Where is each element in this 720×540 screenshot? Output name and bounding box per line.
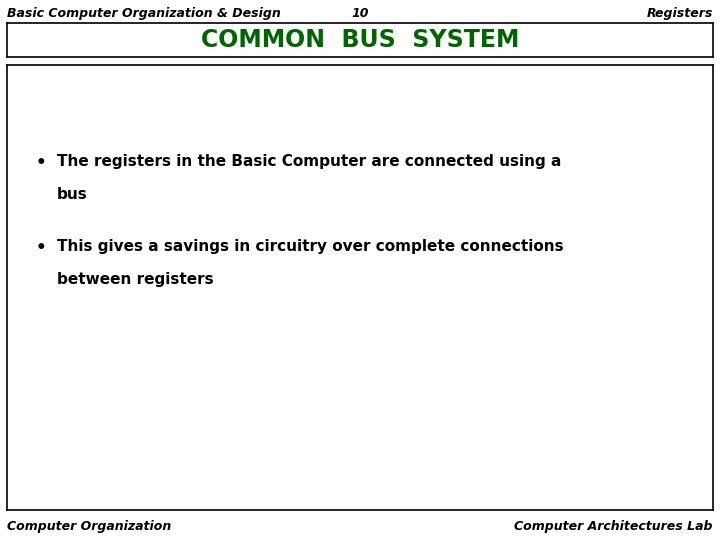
Text: The registers in the Basic Computer are connected using a: The registers in the Basic Computer are … <box>57 154 561 169</box>
Text: Basic Computer Organization & Design: Basic Computer Organization & Design <box>7 7 281 20</box>
Text: This gives a savings in circuitry over complete connections: This gives a savings in circuitry over c… <box>57 239 563 254</box>
Text: bus: bus <box>57 187 87 202</box>
Text: 10: 10 <box>351 7 369 20</box>
Text: Registers: Registers <box>647 7 713 20</box>
Text: COMMON  BUS  SYSTEM: COMMON BUS SYSTEM <box>201 28 519 52</box>
Text: •: • <box>35 239 46 256</box>
Text: Computer Architectures Lab: Computer Architectures Lab <box>514 520 713 533</box>
Text: •: • <box>35 154 46 172</box>
Text: Computer Organization: Computer Organization <box>7 520 171 533</box>
Text: between registers: between registers <box>57 272 213 287</box>
